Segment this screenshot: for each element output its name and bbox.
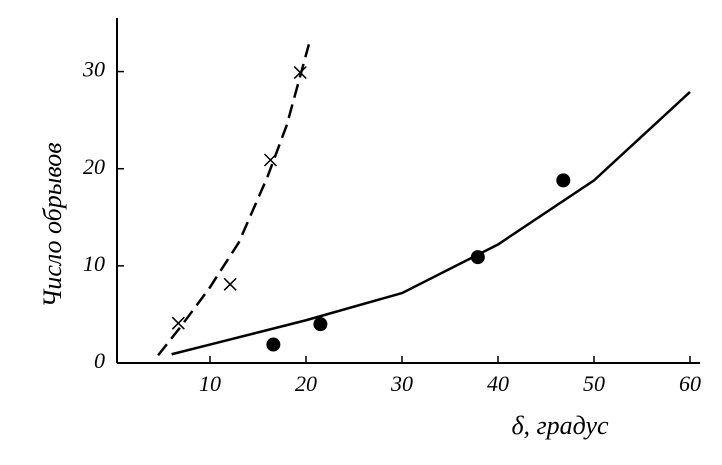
x-axis-label: δ, градус <box>511 411 609 440</box>
y-tick-label: 10 <box>83 251 105 276</box>
x-tick-label: 50 <box>583 371 605 396</box>
fit-line <box>157 44 311 357</box>
x-tick-label: 10 <box>199 371 221 396</box>
x-tick-label: 20 <box>295 371 317 396</box>
y-tick-label: 20 <box>83 154 105 179</box>
y-tick-label: 0 <box>94 348 105 373</box>
fit-line <box>171 91 691 356</box>
x-tick-label: 30 <box>390 371 413 396</box>
data-point <box>266 337 281 352</box>
y-axis-label: Число обрывов <box>38 142 67 307</box>
data-point <box>313 317 328 332</box>
y-tick-label: 30 <box>82 57 105 82</box>
data-point <box>171 316 185 330</box>
x-tick-label: 60 <box>679 371 701 396</box>
data-point <box>223 277 237 291</box>
x-tick-label: 40 <box>487 371 509 396</box>
data-point <box>556 173 571 188</box>
